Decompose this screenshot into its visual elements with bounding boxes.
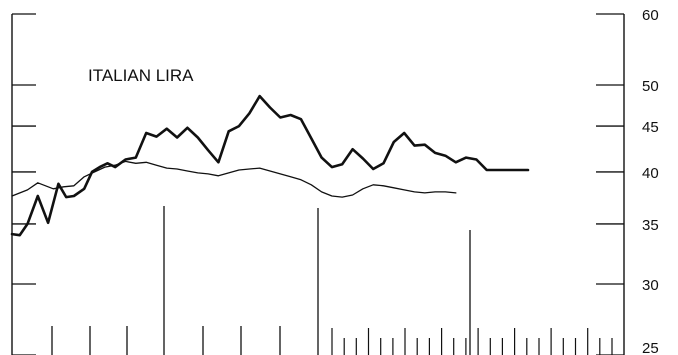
y-tick-label: 35 bbox=[642, 217, 659, 234]
time-markers bbox=[163, 206, 471, 355]
y-tick-label: 45 bbox=[642, 119, 659, 136]
series-line-thin bbox=[11, 160, 457, 198]
y-tick-label: 50 bbox=[642, 78, 659, 95]
y-tick-label: 60 bbox=[642, 7, 659, 24]
chart-frame bbox=[11, 13, 625, 355]
y-tick-labels: 25 30 35 40 45 50 60 bbox=[642, 7, 659, 355]
y-tick-label: 25 bbox=[642, 340, 659, 355]
minor-ticks bbox=[51, 326, 613, 355]
y-tick-label: 30 bbox=[642, 277, 659, 294]
series-lines bbox=[10, 94, 530, 237]
chart-title: ITALIAN LIRA bbox=[88, 66, 194, 85]
series-line-heavy bbox=[10, 94, 530, 237]
y-tick-label: 40 bbox=[642, 165, 659, 182]
